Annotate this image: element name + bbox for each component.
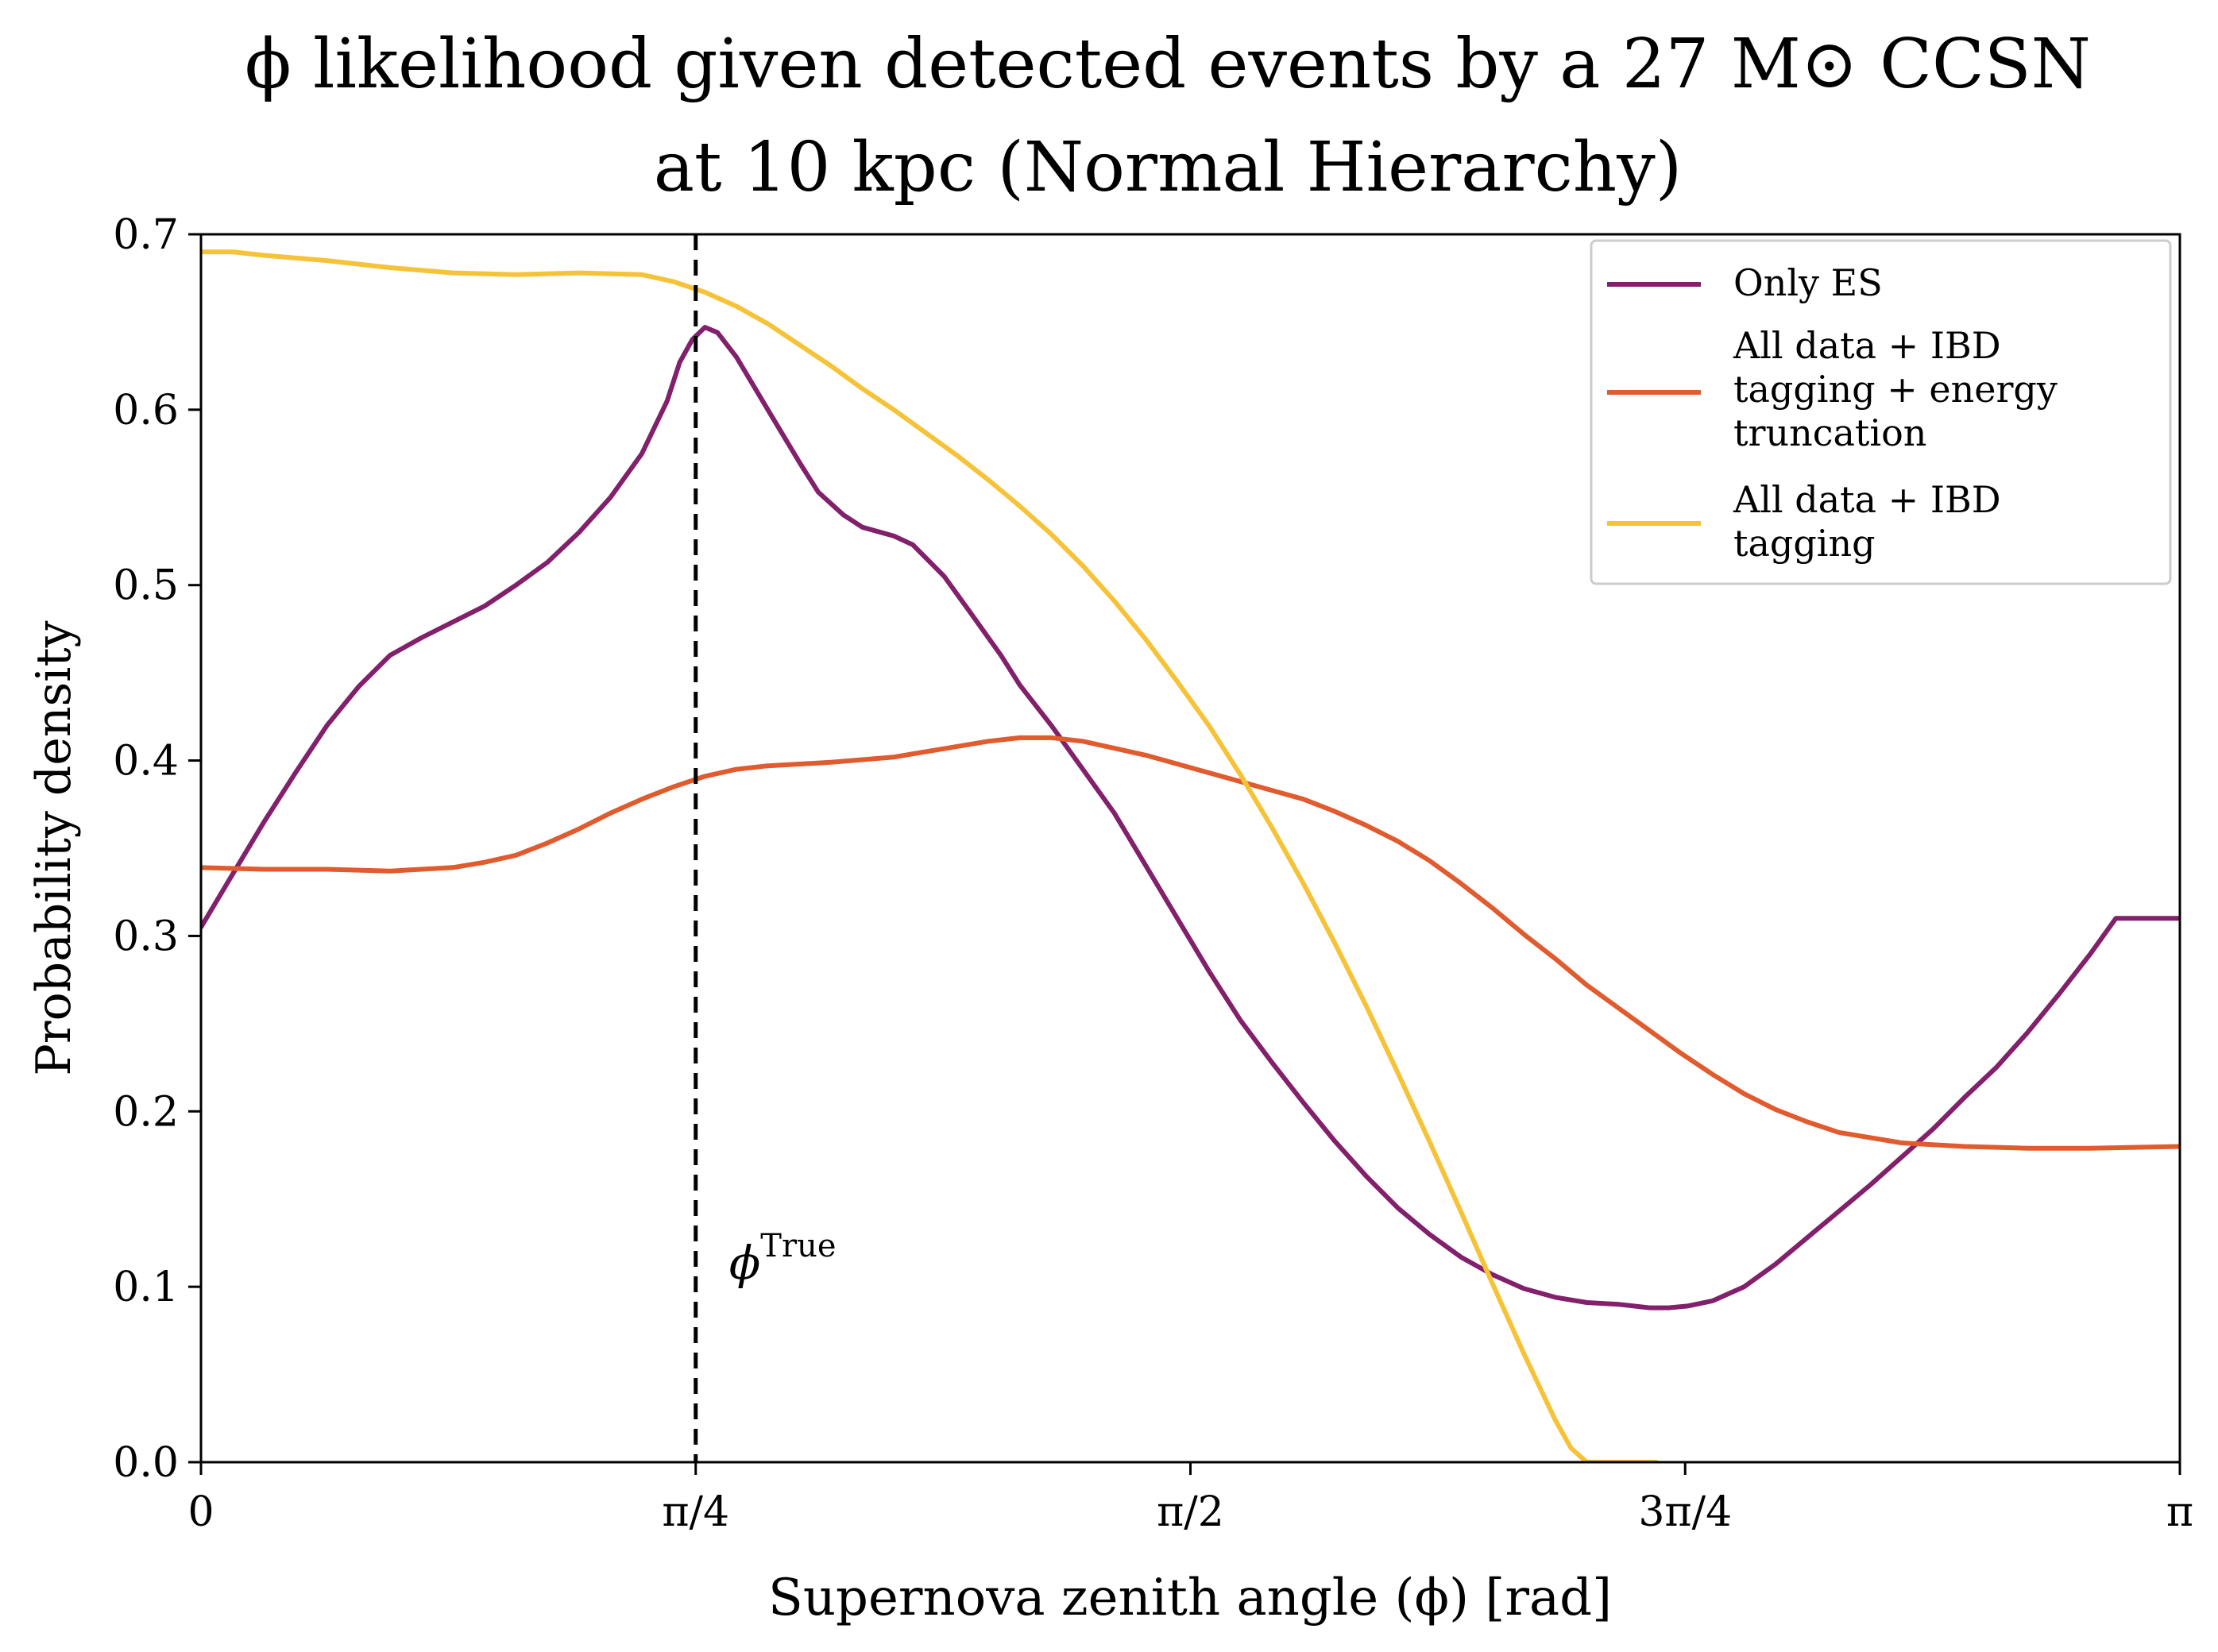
y-tick-label-7: 0.7	[113, 211, 179, 259]
legend-label-all-data-ibd-energy-2: tagging + energy	[1733, 368, 2058, 411]
x-tick-label-1: π/4	[662, 1488, 729, 1536]
y-axis-ticks: 0.0 0.1 0.2 0.3 0.4 0.5 0.6 0.7	[113, 211, 201, 1487]
legend-label-all-data-ibd-1: All data + IBD	[1733, 478, 2001, 521]
y-tick-label-2: 0.2	[113, 1088, 179, 1136]
x-tick-label-0: 0	[187, 1488, 214, 1536]
y-tick-label-4: 0.4	[113, 738, 179, 785]
legend-label-only-es: Only ES	[1733, 261, 1883, 304]
legend-box	[1590, 239, 2172, 585]
y-tick-label-3: 0.3	[113, 913, 179, 960]
chart-title-line-1: ϕ likelihood given detected events by a …	[245, 25, 2091, 104]
legend: Only ES All data + IBD tagging + energy …	[1590, 239, 2172, 585]
x-tick-label-3: 3π/4	[1638, 1488, 1732, 1536]
series-layer	[201, 249, 2180, 1462]
y-tick-label-5: 0.5	[113, 562, 179, 610]
y-tick-label-1: 0.1	[113, 1264, 179, 1311]
y-tick-label-6: 0.6	[113, 387, 179, 434]
y-axis-label: Probability density	[26, 620, 82, 1075]
x-axis-label: Supernova zenith angle (ϕ) [rad]	[768, 1569, 1612, 1627]
x-tick-label-4: π	[2166, 1488, 2193, 1536]
legend-label-all-data-ibd-2: tagging	[1733, 522, 1876, 565]
legend-label-all-data-ibd-energy-1: All data + IBD	[1733, 324, 2001, 367]
series-line-1	[201, 735, 2180, 1151]
chart-title-line-2: at 10 kpc (Normal Hierarchy)	[654, 128, 1683, 207]
true-angle-label: ϕTrue	[729, 1228, 837, 1290]
true-angle-symbol: ϕ	[729, 1236, 761, 1290]
true-angle-superscript: True	[760, 1228, 836, 1264]
y-tick-label-0: 0.0	[113, 1439, 179, 1487]
x-axis-ticks: 0 π/4 π/2 3π/4 π	[187, 1462, 2193, 1536]
series-line-2	[201, 249, 1659, 1462]
x-tick-label-2: π/2	[1157, 1488, 1224, 1536]
series-line-0	[201, 325, 2180, 1310]
legend-label-all-data-ibd-energy-3: truncation	[1733, 411, 1926, 454]
